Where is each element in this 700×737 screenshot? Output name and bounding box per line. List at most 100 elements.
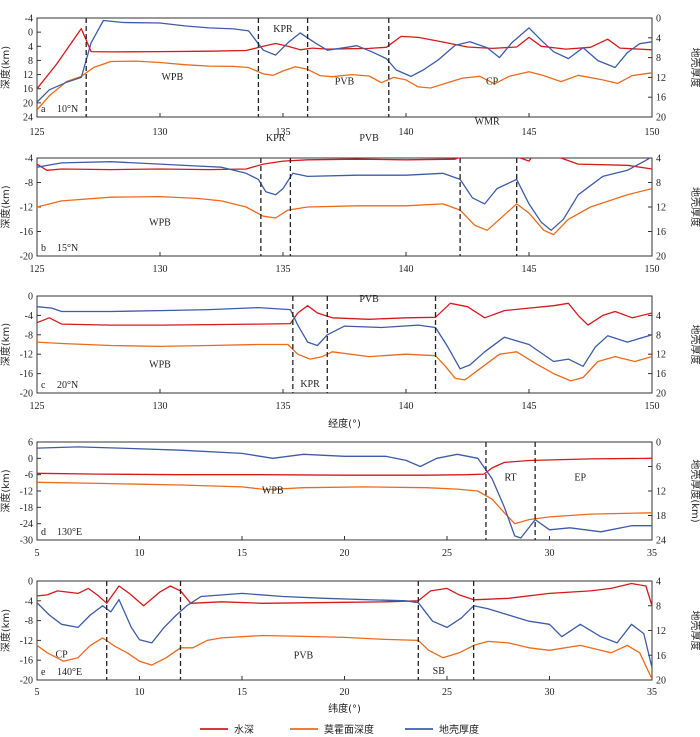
- left-tick: -20: [20, 389, 41, 400]
- right-tick: 4: [648, 577, 661, 588]
- left-tick-label: -20: [20, 676, 33, 687]
- right-tick: 16: [648, 227, 666, 238]
- x-tick-label: 10: [135, 548, 145, 559]
- panel-e: 5 10 15 20 25 30 35 -20 -16 -12 -8 -4 0 4 8 12 16 20 深度(km…: [0, 577, 700, 716]
- right-tick-label: 12: [656, 203, 666, 214]
- left-tick-label: 8: [28, 56, 33, 67]
- left-tick-label: 0: [28, 454, 33, 465]
- right-tick: 16: [648, 369, 666, 380]
- panel-letter: e: [41, 667, 46, 678]
- left-tick-label: -16: [20, 369, 33, 380]
- x-tick: 35: [647, 536, 657, 559]
- left-tick: 0: [28, 28, 41, 39]
- region-label: CP: [55, 650, 68, 661]
- right-tick: 16: [648, 93, 666, 104]
- left-tick: -16: [20, 369, 41, 380]
- plot-frame: [36, 580, 653, 681]
- region-label: WPB: [149, 217, 171, 228]
- right-tick-label: 24: [656, 536, 666, 547]
- left-tick: -24: [20, 519, 41, 530]
- x-tick-label: 125: [30, 127, 45, 138]
- x-tick-label: 130: [153, 127, 168, 138]
- x-tick-label: 150: [645, 127, 660, 138]
- right-tick-label: 16: [656, 227, 666, 238]
- left-tick: -4: [25, 14, 41, 25]
- left-tick-label: -30: [20, 536, 33, 547]
- x-tick-label: 10: [135, 687, 145, 698]
- right-tick-label: 6: [656, 462, 661, 473]
- right-tick: 12: [648, 487, 666, 498]
- x-tick-label: 20: [340, 548, 350, 559]
- right-axis-title: 地壳厚度(km): [689, 459, 700, 522]
- x-tick: 125: [30, 389, 45, 412]
- right-tick-label: 0: [656, 438, 661, 449]
- panel-label: b 15°N: [41, 243, 78, 254]
- right-tick-label: 20: [656, 252, 666, 263]
- right-tick-label: 12: [656, 73, 666, 84]
- legend-label: 莫霍面深度: [324, 723, 374, 736]
- x-tick: 135: [276, 252, 291, 275]
- left-tick-label: 4: [28, 42, 33, 53]
- left-tick-label: -16: [20, 227, 33, 238]
- x-tick: 140: [399, 389, 414, 412]
- series-line-2: [37, 19, 652, 103]
- left-tick: -12: [20, 203, 41, 214]
- x-tick-label: 25: [442, 687, 452, 698]
- x-tick-label: 140: [399, 127, 414, 138]
- panel-c: 125 130 135 140 145 150 -20 -16 -12 -8 -4 0 4 8 12 16 20…: [0, 292, 700, 431]
- left-tick: 24: [23, 113, 41, 124]
- left-tick: 0: [28, 454, 41, 465]
- left-tick: -20: [20, 252, 41, 263]
- region-label: SB: [433, 666, 446, 677]
- region-label: PVB: [359, 294, 379, 305]
- panel-d: 5 10 15 20 25 30 35 -30 -24 -18 -12 -6 0 6 0 6 12 18 24 深度(…: [0, 438, 700, 560]
- x-tick-label: 30: [545, 687, 555, 698]
- left-tick: 8: [28, 56, 41, 67]
- x-tick: 150: [645, 389, 660, 412]
- x-tick-label: 135: [276, 401, 291, 412]
- x-tick-label: 5: [35, 687, 40, 698]
- right-tick-label: 8: [656, 53, 661, 64]
- right-axis-title: 地壳厚度: [689, 611, 700, 651]
- x-tick-label: 150: [645, 264, 660, 275]
- plot-frame: [36, 157, 653, 257]
- x-tick: 10: [135, 676, 145, 698]
- left-tick: -12: [20, 636, 41, 647]
- region-label: WPB: [262, 486, 284, 497]
- left-tick-label: 0: [28, 292, 33, 303]
- left-tick: -8: [25, 178, 41, 189]
- x-tick: 135: [276, 389, 291, 412]
- left-tick: -12: [20, 487, 41, 498]
- series-line-2: [37, 306, 652, 370]
- right-tick: 4: [648, 154, 661, 165]
- left-axis-title: 深度(km): [0, 185, 12, 228]
- left-tick-label: 0: [28, 28, 33, 39]
- panel-letter: c: [41, 380, 46, 391]
- x-tick: 10: [135, 536, 145, 559]
- left-tick: -16: [20, 227, 41, 238]
- panel-letter: a: [41, 104, 46, 115]
- x-tick: 140: [399, 252, 414, 275]
- right-tick-label: 12: [656, 350, 666, 361]
- right-tick: 12: [648, 350, 666, 361]
- x-tick-label: 135: [276, 127, 291, 138]
- x-axis-title: 经度(°): [328, 417, 361, 430]
- x-axis-title: 纬度(°): [328, 702, 361, 715]
- right-tick: 24: [648, 536, 666, 547]
- panel-letter: b: [41, 243, 46, 254]
- right-tick: 12: [648, 626, 666, 637]
- right-tick: 8: [648, 178, 661, 189]
- x-tick-label: 130: [153, 264, 168, 275]
- legend-label: 水深: [234, 724, 254, 736]
- left-tick: -6: [25, 470, 41, 481]
- panel-letter: d: [41, 527, 46, 538]
- left-tick-label: -12: [20, 350, 33, 361]
- right-tick-label: 18: [656, 511, 666, 522]
- x-tick-label: 140: [399, 264, 414, 275]
- right-tick: 18: [648, 511, 666, 522]
- left-tick: 6: [28, 438, 41, 449]
- series-line-2: [37, 158, 652, 231]
- left-tick: -20: [20, 676, 41, 687]
- left-tick: 12: [23, 70, 41, 81]
- right-tick: 4: [648, 33, 661, 44]
